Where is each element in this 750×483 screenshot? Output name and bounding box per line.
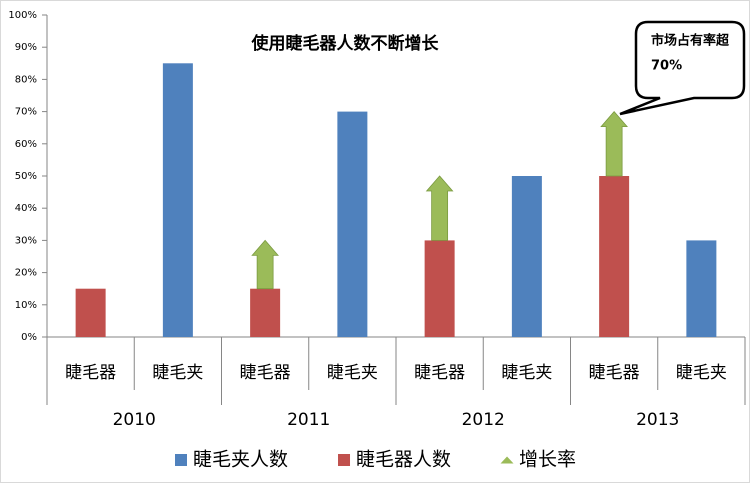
- legend-label: 睫毛夹人数: [193, 449, 288, 471]
- legend-marker: [175, 454, 187, 466]
- chart-title: 使用睫毛器人数不断增长: [251, 33, 440, 54]
- bar: [337, 111, 368, 337]
- y-tick-label: 0%: [21, 332, 37, 343]
- bar: [511, 176, 542, 337]
- group-label: 2013: [636, 410, 679, 430]
- y-tick-label: 80%: [15, 74, 37, 85]
- x-tick-label: 睫毛夹: [676, 363, 727, 383]
- x-tick-label: 睫毛器: [589, 363, 640, 383]
- y-tick-label: 100%: [8, 10, 37, 21]
- x-tick-label: 睫毛器: [65, 363, 116, 383]
- callout-text: 70%: [651, 59, 682, 74]
- legend-label: 增长率: [519, 449, 576, 471]
- callout-text: 市场占有率超: [651, 33, 730, 49]
- bar: [250, 288, 281, 337]
- x-tick-label: 睫毛夹: [152, 363, 203, 383]
- growth-arrow: [425, 175, 454, 241]
- group-label: 2012: [462, 410, 505, 430]
- y-tick-label: 30%: [15, 235, 37, 246]
- y-tick-label: 70%: [15, 107, 37, 118]
- y-tick-label: 40%: [15, 203, 37, 214]
- y-tick-label: 20%: [15, 268, 37, 279]
- bar: [686, 240, 717, 337]
- growth-arrow: [251, 239, 280, 290]
- legend-label: 睫毛器人数: [356, 449, 451, 471]
- x-tick-label: 睫毛器: [414, 363, 465, 383]
- y-tick-label: 60%: [15, 139, 37, 150]
- growth-arrow: [600, 110, 629, 177]
- x-tick-label: 睫毛夹: [501, 363, 552, 383]
- legend-marker: [338, 454, 351, 466]
- y-tick-label: 10%: [15, 300, 37, 311]
- bar: [75, 288, 106, 337]
- group-label: 2011: [287, 410, 330, 430]
- bar: [424, 240, 455, 337]
- x-tick-label: 睫毛夹: [327, 363, 378, 383]
- bar: [599, 176, 630, 337]
- bar: [162, 63, 193, 338]
- legend-marker: [500, 456, 514, 464]
- y-tick-label: 50%: [15, 171, 37, 182]
- group-label: 2010: [113, 410, 156, 430]
- y-tick-label: 90%: [15, 42, 37, 53]
- callout: [619, 20, 746, 116]
- x-tick-label: 睫毛器: [240, 363, 291, 383]
